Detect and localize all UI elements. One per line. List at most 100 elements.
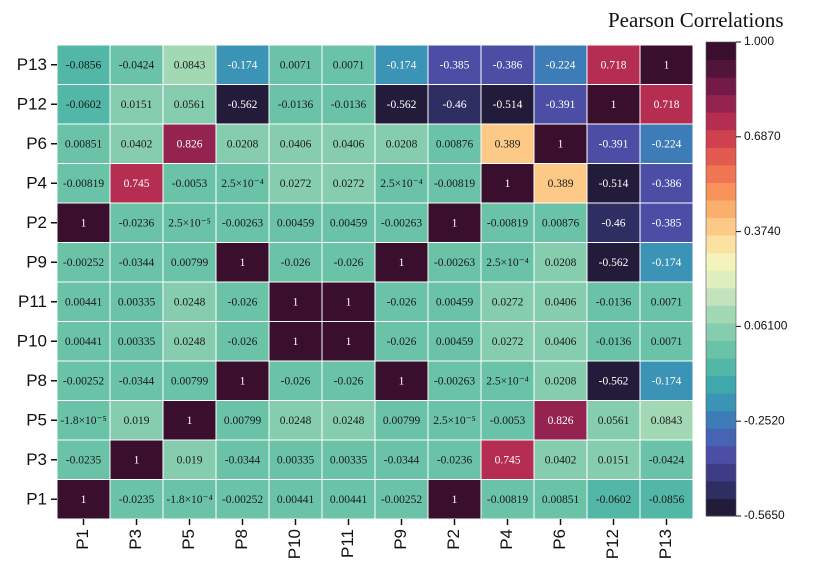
- heatmap-cell: [533, 242, 588, 283]
- heatmap-cell: [374, 321, 429, 362]
- heatmap-cell: [586, 321, 641, 362]
- cell-value-label: -0.224: [652, 138, 682, 150]
- cell-value-label: 0.0402: [121, 138, 153, 150]
- cell-value-label: -0.00263: [222, 217, 263, 229]
- colorbar-segment: [706, 305, 736, 324]
- colorbar-tick-label: 1.000: [744, 34, 774, 48]
- column-label: P6: [550, 529, 569, 550]
- cell-value-label: 0.0151: [598, 454, 630, 466]
- colorbar-segment: [706, 322, 736, 341]
- cell-value-label: -0.0236: [437, 454, 473, 466]
- heatmap-cell: [427, 400, 482, 441]
- cell-value-label: 0.0272: [333, 178, 365, 190]
- colorbar-segment: [706, 463, 736, 482]
- heatmap-cell: [480, 242, 535, 283]
- row-label: P11: [18, 292, 47, 311]
- heatmap-cell: [427, 439, 482, 480]
- cell-value-label: 0.389: [548, 178, 574, 190]
- heatmap-cell: [374, 202, 429, 243]
- heatmap-cell: [215, 281, 270, 322]
- colorbar-segment: [706, 59, 736, 78]
- cell-value-label: -0.562: [228, 99, 258, 111]
- cell-value-label: 0.0151: [121, 99, 153, 111]
- cell-value-label: -0.0236: [119, 217, 155, 229]
- heatmap-cell: [480, 439, 535, 480]
- cell-value-label: -0.385: [652, 217, 682, 229]
- colorbar-frame: [705, 41, 737, 517]
- cell-value-label: -0.00263: [434, 375, 475, 387]
- heatmap-cell: [533, 400, 588, 441]
- heatmap-cell: [374, 439, 429, 480]
- heatmap-cell: [586, 360, 641, 401]
- heatmap-cell: [109, 202, 164, 243]
- cell-value-label: 1: [399, 257, 405, 269]
- colorbar-segment: [706, 112, 736, 131]
- cell-value-label: 0.00799: [171, 257, 209, 269]
- cell-value-label: 0.0208: [545, 257, 577, 269]
- column-label: P13: [656, 529, 675, 559]
- heatmap-cell: [321, 163, 376, 204]
- colorbar-segment: [706, 164, 736, 183]
- column-label: P1: [73, 529, 92, 550]
- cell-value-label: 1: [346, 296, 352, 308]
- cell-value-label: -1.8×10⁻⁴: [166, 494, 212, 506]
- heatmap-cell: [480, 163, 535, 204]
- cell-value-label: 0.00459: [277, 217, 315, 229]
- row-label: P9: [26, 253, 47, 272]
- row-label: P8: [26, 371, 47, 390]
- column-label: P8: [232, 529, 251, 550]
- row-label: P3: [26, 450, 47, 469]
- heatmap-cell: [162, 479, 217, 520]
- cell-value-label: -0.0344: [119, 257, 155, 269]
- cell-value-label: 0.718: [601, 59, 627, 71]
- cell-value-label: 0.0406: [545, 296, 577, 308]
- cell-value-label: 2.5×10⁻⁴: [486, 257, 528, 269]
- heatmap-cell: [268, 123, 323, 164]
- column-label: P10: [285, 529, 304, 559]
- colorbar-segment: [706, 480, 736, 499]
- heatmap-cell: [56, 321, 111, 362]
- heatmap-cell: [268, 321, 323, 362]
- heatmap-cell: [374, 123, 429, 164]
- heatmap-cell: [162, 360, 217, 401]
- cell-value-label: 0.019: [177, 454, 203, 466]
- heatmap-cell: [533, 84, 588, 125]
- cell-value-label: -0.0136: [278, 99, 314, 111]
- cell-value-label: 0.745: [124, 178, 150, 190]
- cell-value-label: 0.0272: [492, 336, 524, 348]
- heatmap-cell: [56, 281, 111, 322]
- heatmap-cell: [56, 44, 111, 85]
- row-label: P10: [17, 332, 47, 351]
- cell-value-label: 0.00851: [65, 138, 103, 150]
- cell-value-label: 0.00441: [277, 494, 315, 506]
- cell-value-label: 0.00335: [118, 296, 156, 308]
- cell-value-label: -0.0344: [225, 454, 261, 466]
- cell-value-label: 0.00876: [436, 138, 474, 150]
- cell-value-label: 0.0248: [174, 336, 206, 348]
- cell-value-label: -0.026: [281, 257, 311, 269]
- heatmap-cell: [586, 400, 641, 441]
- colorbar-segment: [706, 252, 736, 271]
- colorbar-segment: [706, 270, 736, 289]
- heatmap-cell: [586, 479, 641, 520]
- heatmap-cell: [56, 242, 111, 283]
- column-label: P3: [126, 529, 145, 550]
- cell-value-label: -0.026: [334, 375, 364, 387]
- heatmap-cell: [56, 163, 111, 204]
- heatmap-cell: [374, 281, 429, 322]
- heatmap-cell: [639, 84, 694, 125]
- cell-value-label: 0.0208: [545, 375, 577, 387]
- cell-value-label: -0.0602: [596, 494, 632, 506]
- cell-value-label: 1: [452, 494, 458, 506]
- heatmap-cell: [533, 44, 588, 85]
- cell-value-label: 0.00799: [383, 415, 421, 427]
- heatmap-cell: [427, 44, 482, 85]
- cell-value-label: -0.174: [228, 59, 258, 71]
- heatmap-cell: [109, 84, 164, 125]
- cell-value-label: 0.0843: [651, 415, 683, 427]
- cell-value-label: 0.0843: [174, 59, 206, 71]
- colorbar-segment: [706, 498, 736, 517]
- cell-value-label: -0.386: [493, 59, 523, 71]
- cell-value-label: 0.019: [124, 415, 150, 427]
